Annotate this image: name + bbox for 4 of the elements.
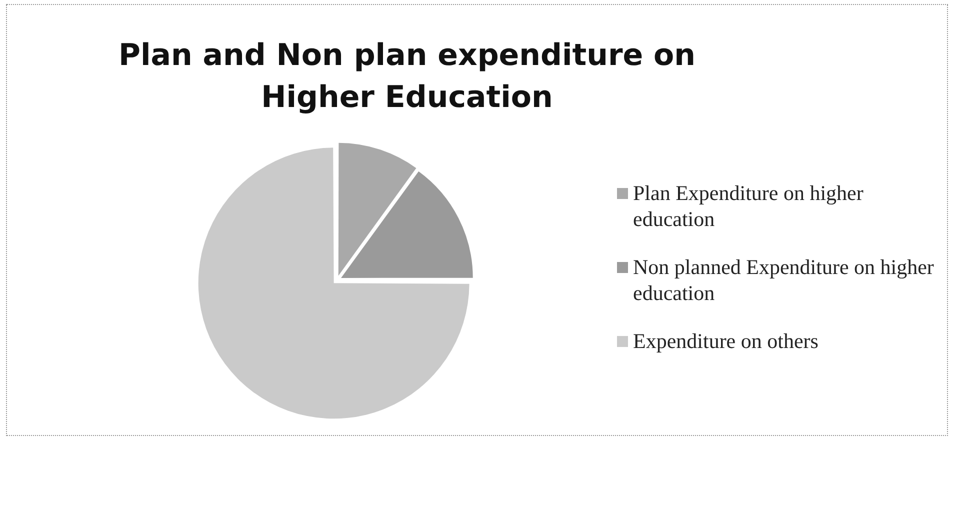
chart-title: Plan and Non plan expenditure on Higher Education [117, 37, 697, 117]
legend-label: Non planned Expenditure on higher education [633, 254, 935, 306]
legend-label: Plan Expenditure on higher education [633, 180, 864, 232]
legend-label: Expenditure on others [633, 328, 818, 354]
